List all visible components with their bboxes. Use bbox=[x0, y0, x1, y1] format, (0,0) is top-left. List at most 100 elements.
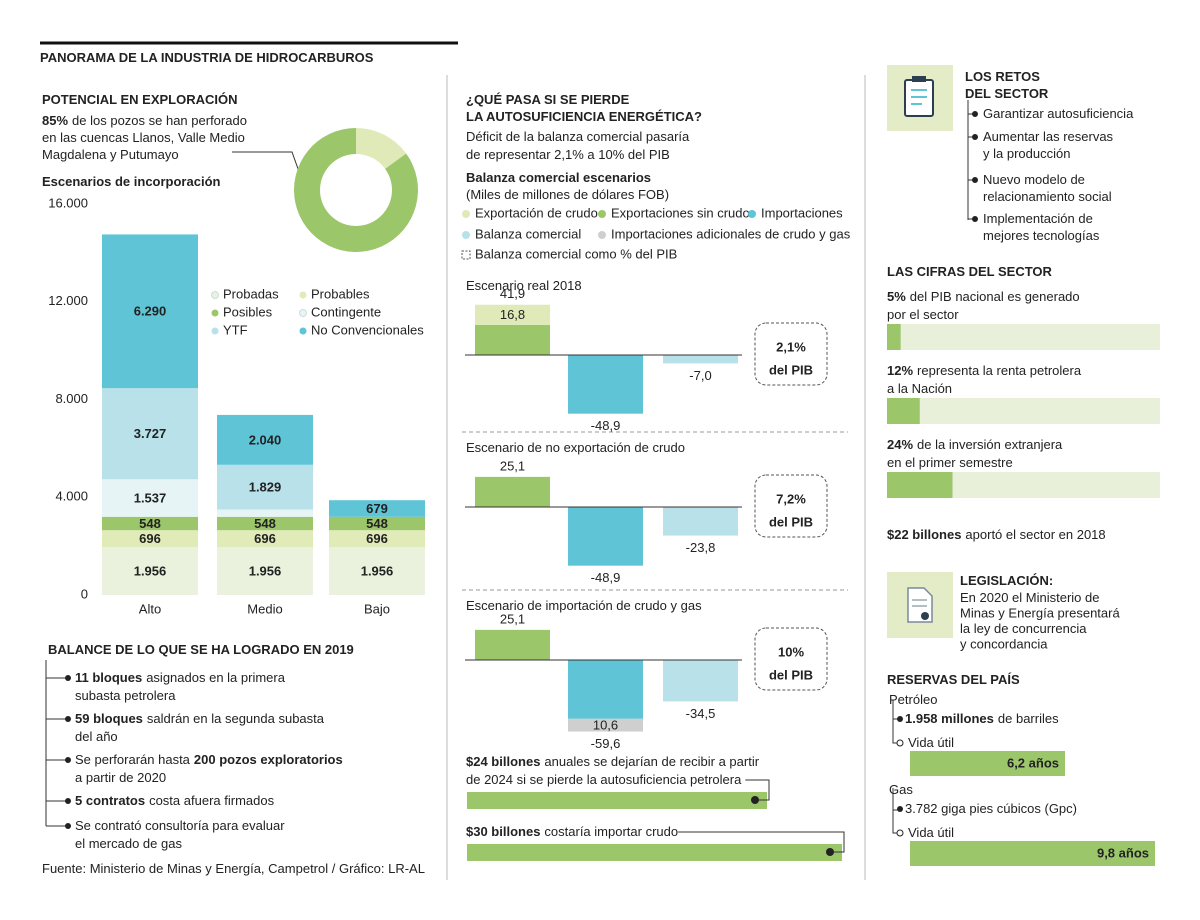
bar bbox=[910, 751, 1065, 776]
section-heading: POTENCIAL EN EXPLORACIÓN bbox=[42, 92, 238, 107]
bar-segment bbox=[568, 660, 643, 719]
bullet-dot bbox=[897, 806, 903, 812]
caption: en el primer semestre bbox=[887, 455, 1013, 470]
leader-line bbox=[745, 779, 770, 801]
legend-label: Probables bbox=[311, 286, 370, 301]
chart-title: Escenario real 2018 bbox=[466, 278, 582, 293]
total-label: 41,9 bbox=[500, 286, 525, 301]
caption-text: anuales se dejarían de recibir a partir bbox=[544, 754, 759, 769]
data-label: 1.956 bbox=[361, 564, 394, 579]
legend-swatch bbox=[211, 291, 219, 299]
legend-swatch bbox=[461, 250, 471, 260]
bar bbox=[910, 841, 1155, 866]
data-label: 16,8 bbox=[500, 307, 525, 322]
caption-text: del PIB nacional es generado bbox=[910, 289, 1080, 304]
y-tick-label: 0 bbox=[81, 586, 88, 601]
list-item: 11 bloques asignados en la primera bbox=[75, 670, 286, 685]
caption-value: $24 billones bbox=[466, 754, 540, 769]
list-item-part: 200 pozos exploratorios bbox=[194, 752, 343, 767]
bar-segment bbox=[568, 355, 643, 414]
source: Fuente: Ministerio de Minas y Energía, C… bbox=[42, 861, 425, 876]
list-item-part: Se contrató consultoría para evaluar bbox=[75, 818, 285, 833]
bar-segment bbox=[329, 530, 425, 548]
legend-label: No Convencionales bbox=[311, 322, 424, 337]
bar-segment bbox=[568, 507, 643, 566]
list-item: mejores tecnologías bbox=[983, 228, 1100, 243]
legend-label: Contingente bbox=[311, 304, 381, 319]
intro-text: 85% de los pozos se han perforado bbox=[42, 113, 247, 128]
data-label: 1.956 bbox=[134, 564, 167, 579]
caption: 12% representa la renta petrolera bbox=[887, 363, 1082, 378]
detail-text-part: de barriles bbox=[998, 711, 1059, 726]
data-label: 9,8 años bbox=[1097, 845, 1149, 860]
bar bbox=[887, 398, 920, 424]
bullet-dot bbox=[972, 177, 978, 183]
legend-label: Posibles bbox=[223, 304, 273, 319]
legend-swatch bbox=[211, 327, 219, 335]
legend-swatch bbox=[598, 210, 606, 218]
data-label: -23,8 bbox=[686, 540, 716, 555]
detail-text-part: 1.958 millones bbox=[905, 711, 994, 726]
caption: $24 billones anuales se dejarían de recib… bbox=[466, 754, 760, 769]
pib-caption: del PIB bbox=[769, 362, 813, 377]
list-item-part: a partir de 2020 bbox=[75, 770, 166, 785]
caption-text: costaría importar crudo bbox=[544, 824, 678, 839]
data-label: 2.040 bbox=[249, 432, 282, 447]
donut-slice bbox=[293, 128, 418, 252]
legend-swatch bbox=[211, 309, 219, 317]
x-tick-label: Medio bbox=[247, 601, 282, 616]
legend-swatch bbox=[748, 210, 756, 218]
list-item: Se perforarán hasta 200 pozos exploratori… bbox=[75, 752, 343, 767]
body-text: Minas y Energía presentará bbox=[960, 606, 1120, 621]
chart-subtitle: (Miles de millones de dólares FOB) bbox=[466, 187, 669, 202]
highlight-text: $22 billones aportó el sector en 2018 bbox=[887, 527, 1106, 542]
section-heading: LA AUTOSUFICIENCIA ENERGÉTICA? bbox=[466, 109, 702, 124]
y-tick-label: 12.000 bbox=[48, 293, 88, 308]
list-item-part: costa afuera firmados bbox=[149, 793, 275, 808]
list-item-part: asignados en la primera bbox=[146, 670, 286, 685]
bar-segment bbox=[329, 547, 425, 595]
bar-segment bbox=[217, 530, 313, 548]
list-item: relacionamiento social bbox=[983, 189, 1112, 204]
bar-segment bbox=[568, 718, 643, 732]
data-label: 1.829 bbox=[249, 480, 282, 495]
data-label: 1.956 bbox=[249, 564, 282, 579]
list-item: Nuevo modelo de bbox=[983, 172, 1085, 187]
bar-segment bbox=[102, 388, 198, 480]
bar-track bbox=[887, 398, 1160, 424]
section-heading: ¿QUÉ PASA SI SE PIERDE bbox=[466, 92, 630, 107]
bar-segment bbox=[102, 530, 198, 548]
bar-segment bbox=[329, 500, 425, 517]
caption: $30 billones costaría importar crudo bbox=[466, 824, 678, 839]
data-label: 548 bbox=[254, 516, 276, 531]
pib-value: 2,1% bbox=[776, 339, 806, 354]
caption: de 2024 si se pierde la autosuficiencia … bbox=[466, 772, 742, 787]
list-item: Aumentar las reservas bbox=[983, 129, 1114, 144]
y-tick-label: 8.000 bbox=[55, 391, 88, 406]
list-item-part: 5 contratos bbox=[75, 793, 145, 808]
pib-value: 7,2% bbox=[776, 491, 806, 506]
legend-label: Balanza comercial bbox=[475, 226, 581, 241]
tree-line bbox=[967, 100, 975, 220]
chart-title: Escenarios de incorporación bbox=[42, 174, 221, 189]
data-label: 696 bbox=[139, 531, 161, 546]
bar-segment bbox=[329, 516, 425, 531]
bar bbox=[887, 472, 953, 498]
y-tick-label: 16.000 bbox=[48, 195, 88, 210]
bullet-dot bbox=[896, 829, 904, 837]
detail-text: 1.958 millones de barriles bbox=[905, 711, 1059, 726]
category-label: Gas bbox=[889, 782, 913, 797]
data-label: 6.290 bbox=[134, 304, 167, 319]
bar-segment bbox=[217, 516, 313, 531]
data-label: 696 bbox=[254, 531, 276, 546]
legend-swatch bbox=[299, 309, 307, 317]
pib-caption: del PIB bbox=[769, 514, 813, 529]
caption-text: representa la renta petrolera bbox=[917, 363, 1082, 378]
list-item: Garantizar autosuficiencia bbox=[983, 106, 1134, 121]
intro-text-part: de los pozos se han perforado bbox=[72, 113, 247, 128]
data-label: 3.727 bbox=[134, 426, 167, 441]
legend-swatch bbox=[299, 291, 307, 299]
bar-segment bbox=[475, 629, 550, 660]
data-label: 548 bbox=[139, 516, 161, 531]
data-label: 25,1 bbox=[500, 611, 525, 626]
